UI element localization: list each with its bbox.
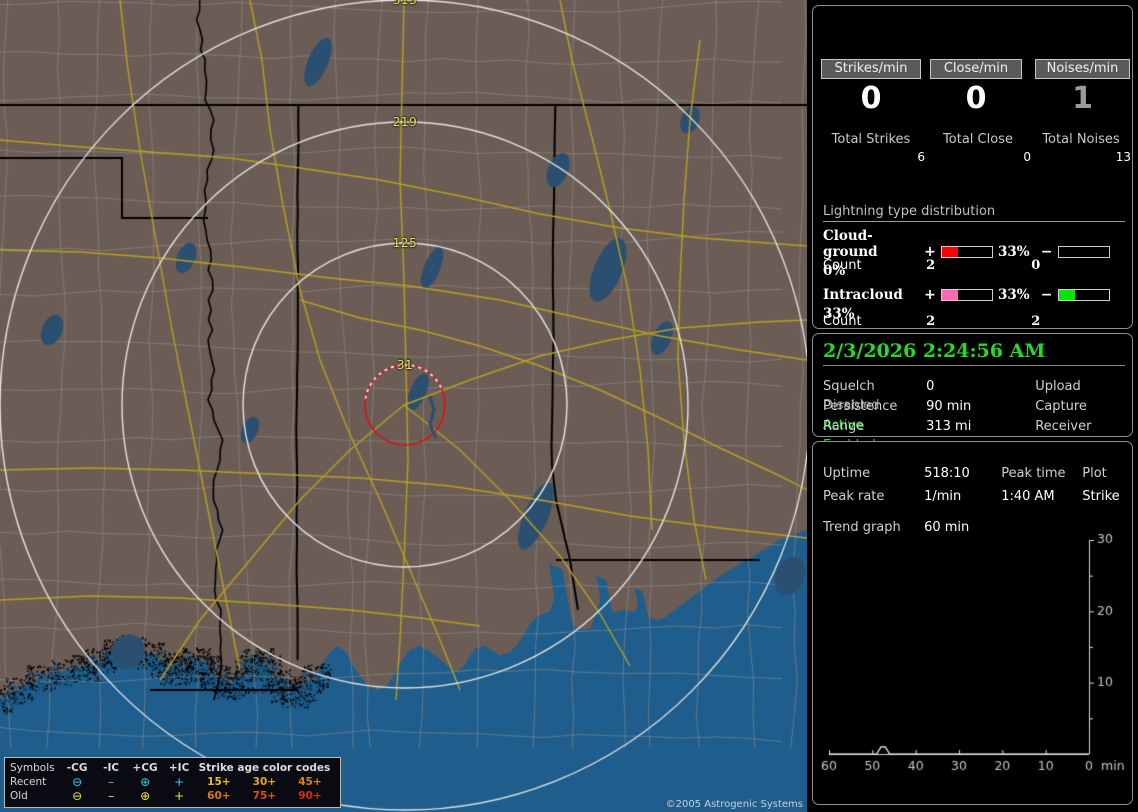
trend-graph-canvas[interactable] [819,532,1127,797]
legend-age-75: 75+ [252,790,277,802]
noises-per-min-value: 1 [1072,81,1093,116]
total-noises-label: Total Noises [1042,132,1120,147]
cg-count-label: Count [823,258,862,273]
cg-type-label: Cloud-ground [823,228,878,260]
legend-sym-old-neg-cg-icon: ⊖ [72,789,83,803]
legend-sym-old-pos-cg-icon: ⊕ [140,789,151,803]
range-ring-label-31: 31 [396,358,414,372]
plot-value: Strike [1082,489,1120,504]
total-close-value: 0 [1023,150,1031,164]
cg-negative-pct: 0% [823,263,846,279]
upload-value: Disabled [823,398,880,413]
legend-sym-recent-neg-cg-icon: ⊖ [72,775,83,789]
peak-rate-label: Peak rate [823,489,885,504]
legend-age-45: 45+ [298,776,322,788]
peak-time-value: 1:40 AM [1001,489,1055,504]
trend-panel: Uptime 518:10 Peak time Plot Peak rate 1… [812,441,1133,805]
radar-map-panel[interactable]: 313 219 125 31 Symbols -CG -IC +CG +IC S… [0,0,807,812]
persistence-value: 90 min [926,399,972,414]
squelch-label: Squelch [823,379,875,394]
close-per-min-button[interactable]: Close/min [930,59,1022,79]
ic-positive-pct: 33% [998,287,1030,303]
current-datetime: 2/3/2026 2:24:56 AM [823,340,1125,366]
capture-value: Active [823,418,864,433]
legend-sym-old-neg-ic-icon: – [108,789,115,803]
peak-time-label: Peak time [1001,466,1066,481]
legend-row-label-recent: Recent [10,776,47,788]
upload-label: Upload [1035,379,1081,394]
ic-negative-bar [1057,288,1110,301]
uptime-label: Uptime [823,466,871,481]
cg-positive-sign: + [924,244,936,260]
legend-age-90: 90+ [298,790,322,802]
ic-negative-pct: 33% [823,306,855,322]
legend-sym-old-pos-ic-icon: + [174,789,185,803]
ic-positive-sign: + [924,287,936,303]
distribution-row-intracloud: Intracloud + 33% − 33% [823,284,1125,322]
trend-graph-label: Trend graph [823,520,901,535]
total-noises-value: 13 [1115,150,1131,164]
cg-positive-bar [940,245,993,258]
legend-row-label-old: Old [10,790,28,802]
distribution-row-cloud-ground: Cloud-ground + 33% − 0% [823,228,1125,279]
legend-row-old: Old ⊖ – ⊕ + 60+ 75+ 90+ [10,789,335,803]
range-ring-label-313: 313 [392,0,418,7]
legend-symbols-header: Symbols [10,762,55,774]
plot-label: Plot [1082,466,1107,481]
distribution-title: Lightning type distribution [823,204,1125,222]
ic-negative-sign: − [1040,287,1053,303]
cg-negative-sign: − [1040,244,1053,260]
legend-age-15: 15+ [207,776,231,788]
legend-col-pos-ic: +IC [168,762,190,774]
uptime-value: 518:10 [924,466,970,481]
range-ring-label-125: 125 [392,236,418,250]
statistics-panel: Strikes/min Close/min Noises/min 0 0 1 T… [812,5,1133,329]
ic-positive-count: 2 [926,314,936,329]
copyright-notice: ©2005 Astrogenic Systems [665,799,803,810]
legend-age-header: Strike age color codes [198,762,331,774]
noises-per-min-button[interactable]: Noises/min [1035,59,1130,79]
cg-negative-count: 0 [1031,258,1041,273]
cg-positive-pct: 33% [998,244,1030,260]
peak-rate-value: 1/min [924,489,962,504]
cg-negative-bar [1057,245,1110,258]
persistence-label: Persistence [823,399,898,414]
strikes-per-min-button[interactable]: Strikes/min [821,59,921,79]
map-legend: Symbols -CG -IC +CG +IC Strike age color… [4,757,342,808]
ic-type-label: Intracloud [823,287,903,303]
sidebar: STRIKE NOISE Bng 350°361mi Strikes/min C… [807,0,1138,812]
trend-graph-value: 60 min [924,520,970,535]
squelch-value: 0 [926,379,935,394]
map-canvas[interactable] [0,0,807,812]
total-strikes-label: Total Strikes [831,132,911,147]
ic-negative-count: 2 [1031,314,1041,329]
legend-sym-recent-neg-ic-icon: – [108,775,115,789]
range-value: 313 mi [926,419,972,434]
legend-sym-recent-pos-cg-icon: ⊕ [140,775,151,789]
range-label: Range [823,419,865,434]
total-strikes-value: 6 [917,150,925,164]
status-panel: 2/3/2026 2:24:56 AM Squelch 0 Upload Dis… [812,333,1133,453]
cg-positive-count: 2 [926,258,936,273]
legend-age-30: 30+ [252,776,277,788]
legend-age-60: 60+ [207,790,231,802]
receiver-label: Receiver [1035,419,1092,434]
legend-col-pos-cg: +CG [132,762,158,774]
strikes-per-min-value: 0 [860,81,882,116]
capture-label: Capture [1035,399,1087,414]
total-close-label: Total Close [943,132,1013,147]
legend-row-recent: Recent ⊖ – ⊕ + 15+ 30+ 45+ [10,775,335,789]
legend-sym-recent-pos-ic-icon: + [174,775,185,789]
legend-col-neg-ic: -IC [103,762,120,774]
legend-col-neg-cg: -CG [66,762,88,774]
range-ring-label-219: 219 [392,115,418,129]
ic-count-label: Count [823,314,862,329]
ic-positive-bar [940,288,993,301]
close-per-min-value: 0 [965,81,987,116]
